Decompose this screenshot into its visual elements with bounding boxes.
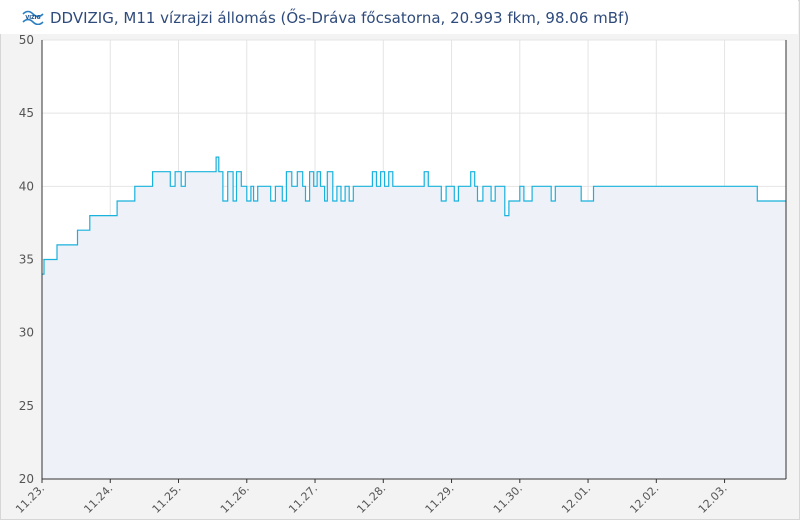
x-tick-label: 11.28. (354, 482, 388, 516)
x-tick-label: 11.30. (491, 482, 525, 516)
x-axis-ticks: 11.23. 11.24. 11.25. 11.26. 11.27. 11.28. 11.2… (13, 479, 730, 516)
logo-text: VIZIG (25, 15, 40, 21)
level-series-line (42, 156, 786, 275)
x-tick-label: 12.03. (696, 482, 730, 516)
y-tick-label: 20 (19, 472, 34, 486)
y-tick-label: 25 (19, 399, 34, 413)
level-area-fill (42, 157, 786, 479)
vizig-logo: VIZIG (22, 10, 44, 25)
x-tick-label: 11.29. (423, 482, 457, 516)
y-tick-label: 30 (19, 326, 34, 340)
y-axis-ticks: 20 25 30 35 40 45 50 (19, 33, 34, 486)
x-tick-label: 11.23. (13, 482, 47, 516)
y-tick-label: 50 (19, 33, 34, 47)
x-tick-label: 11.26. (218, 482, 252, 516)
axes (41, 40, 787, 480)
y-tick-label: 40 (19, 179, 34, 193)
y-tick-label: 35 (19, 253, 34, 267)
chart-header: VIZIG DDVIZIG, M11 vízrajzi állomás (Ős-… (0, 0, 798, 34)
x-tick-label: 11.27. (286, 482, 320, 516)
x-tick-label: 11.25. (150, 482, 184, 516)
y-tick-label: 45 (19, 106, 34, 120)
x-tick-label: 12.02. (627, 482, 661, 516)
chart-title: DDVIZIG, M11 vízrajzi állomás (Ős-Dráva … (50, 9, 630, 27)
x-tick-label: 11.24. (81, 482, 115, 516)
x-tick-label: 12.01. (559, 482, 593, 516)
